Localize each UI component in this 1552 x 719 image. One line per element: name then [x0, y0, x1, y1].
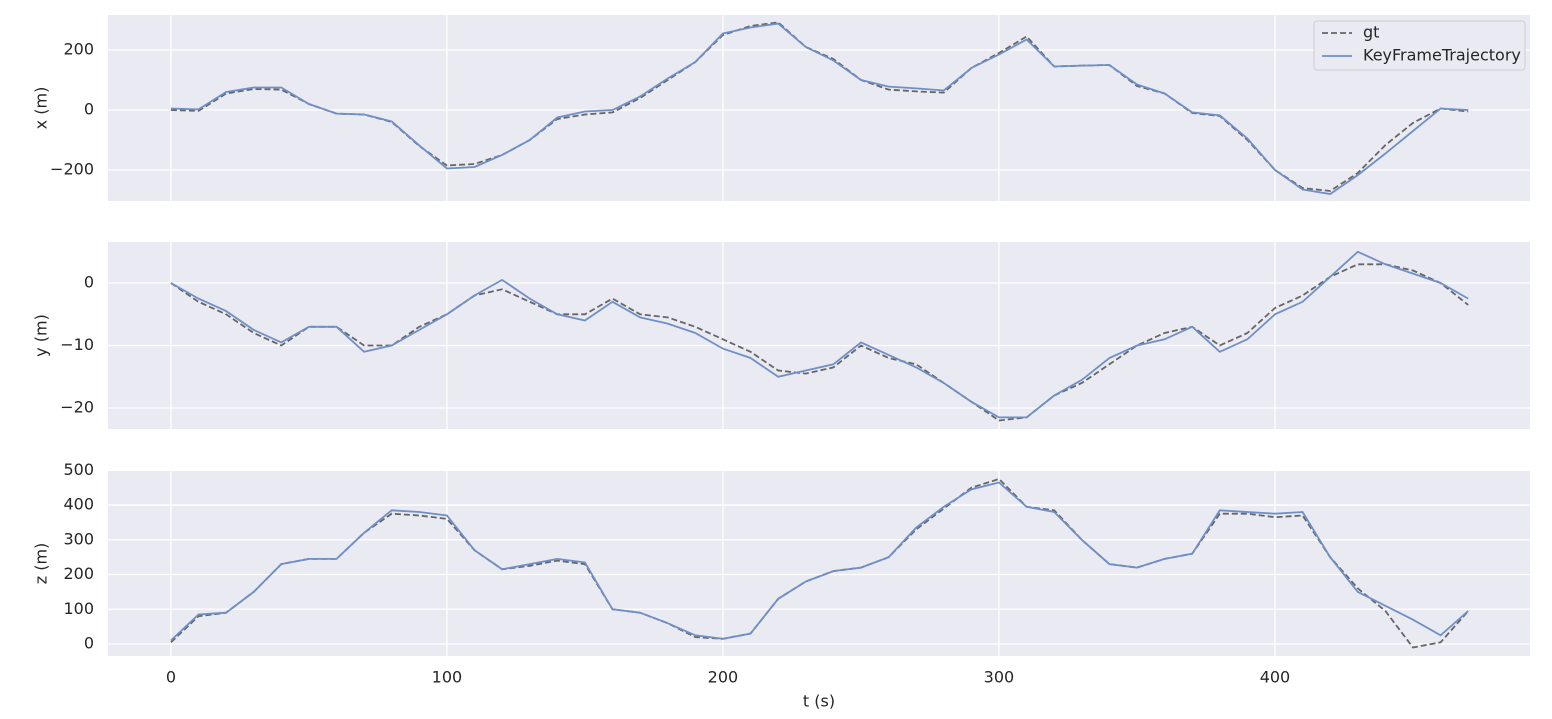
x-tick-label: 100: [432, 668, 463, 687]
plot-area: [108, 242, 1530, 429]
y-tick-label: 500: [63, 460, 94, 479]
y-tick-label: −20: [60, 398, 94, 417]
x-tick-label: 0: [166, 668, 176, 687]
y-tick-label: 300: [63, 529, 94, 548]
y-tick-label: 0: [84, 100, 94, 119]
y-tick-label: 100: [63, 599, 94, 618]
plot-area: [108, 471, 1530, 656]
x-tick-label: 300: [984, 668, 1015, 687]
y-tick-label: 400: [63, 495, 94, 514]
y-tick-label: 200: [63, 564, 94, 583]
y-tick-label: 0: [84, 273, 94, 292]
y-axis-label: z (m): [32, 543, 51, 585]
y-axis-label: x (m): [32, 87, 51, 130]
series-line: [170, 250, 1469, 419]
series-line: [170, 22, 1469, 195]
x-axis-label: t (s): [803, 692, 835, 711]
y-tick-label: 200: [63, 40, 94, 59]
series-line: [170, 481, 1469, 642]
legend-box: [1313, 20, 1526, 71]
legend-label: KeyFrameTrajectory: [1363, 46, 1521, 65]
x-tick-label: 200: [708, 668, 739, 687]
y-tick-label: 0: [84, 634, 94, 653]
series-line: [170, 263, 1469, 422]
x-tick-label: 400: [1260, 668, 1291, 687]
y-axis-label: y (m): [32, 314, 51, 357]
y-tick-label: −10: [60, 335, 94, 354]
legend-label: gt: [1363, 23, 1379, 42]
y-tick-label: −200: [50, 160, 94, 179]
